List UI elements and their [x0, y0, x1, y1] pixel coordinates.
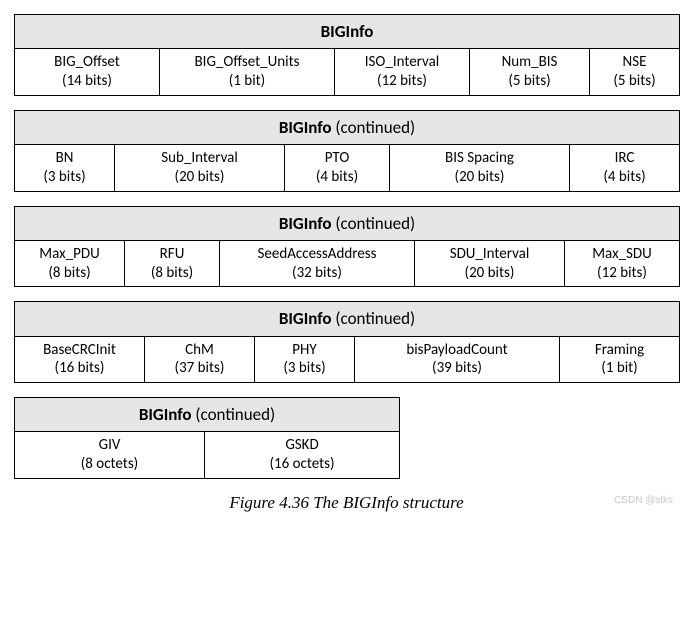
- field-size: (12 bits): [597, 264, 647, 282]
- biginfo-table-0: BIGInfoBIG_Offset(14 bits)BIG_Offset_Uni…: [14, 14, 680, 96]
- field-name: PHY: [292, 341, 316, 359]
- table-header: BIGInfo (continued): [15, 398, 400, 432]
- field-name: BIS Spacing: [445, 149, 514, 167]
- field-name: Sub_Interval: [161, 149, 238, 167]
- field-cell: PTO(4 bits): [285, 145, 390, 192]
- table-header: BIGInfo (continued): [15, 206, 680, 240]
- field-name: ISO_Interval: [365, 53, 439, 71]
- field-cell: GSKD(16 octets): [205, 432, 400, 479]
- field-size: (8 octets): [81, 455, 138, 473]
- header-main-text: BIGInfo: [279, 117, 332, 138]
- field-cell: BN(3 bits): [15, 145, 115, 192]
- field-name: IRC: [615, 149, 635, 167]
- field-name: BaseCRCInit: [43, 341, 116, 359]
- field-cell: bisPayloadCount(39 bits): [355, 336, 560, 383]
- table-header: BIGInfo (continued): [15, 110, 680, 144]
- field-name: bisPayloadCount: [406, 341, 507, 359]
- field-cell: Framing(1 bit): [560, 336, 680, 383]
- field-cell: BIG_Offset_Units(1 bit): [160, 49, 335, 96]
- field-size: (4 bits): [603, 168, 645, 186]
- field-size: (8 bits): [48, 264, 90, 282]
- field-size: (5 bits): [613, 72, 655, 90]
- biginfo-table-3: BIGInfo (continued)BaseCRCInit(16 bits)C…: [14, 301, 680, 383]
- header-main-text: BIGInfo: [279, 308, 332, 329]
- field-size: (5 bits): [508, 72, 550, 90]
- field-size: (32 bits): [292, 264, 342, 282]
- biginfo-table-2: BIGInfo (continued)Max_PDU(8 bits)RFU(8 …: [14, 206, 680, 288]
- field-size: (20 bits): [455, 168, 505, 186]
- watermark-text: CSDN @stks: [14, 495, 679, 506]
- field-cell: Max_PDU(8 bits): [15, 240, 125, 287]
- field-cell: Sub_Interval(20 bits): [115, 145, 285, 192]
- field-cell: IRC(4 bits): [570, 145, 680, 192]
- field-name: Max_SDU: [592, 245, 652, 263]
- field-name: Num_BIS: [502, 53, 558, 71]
- field-size: (4 bits): [316, 168, 358, 186]
- field-size: (3 bits): [43, 168, 85, 186]
- header-main-text: BIGInfo: [279, 213, 332, 234]
- field-size: (1 bit): [601, 359, 637, 377]
- field-size: (20 bits): [175, 168, 225, 186]
- field-size: (1 bit): [229, 72, 265, 90]
- field-cell: Num_BIS(5 bits): [470, 49, 590, 96]
- field-name: GSKD: [285, 436, 318, 454]
- biginfo-table-1: BIGInfo (continued)BN(3 bits)Sub_Interva…: [14, 110, 680, 192]
- field-name: ChM: [185, 341, 214, 359]
- biginfo-table-4: BIGInfo (continued)GIV(8 octets)GSKD(16 …: [14, 397, 400, 479]
- field-size: (37 bits): [175, 359, 225, 377]
- field-name: SDU_Interval: [450, 245, 530, 263]
- field-size: (16 octets): [269, 455, 334, 473]
- field-size: (20 bits): [465, 264, 515, 282]
- field-cell: ISO_Interval(12 bits): [335, 49, 470, 96]
- field-cell: ChM(37 bits): [145, 336, 255, 383]
- header-continued-text: (continued): [332, 117, 416, 138]
- field-name: NSE: [623, 53, 647, 71]
- field-cell: BIS Spacing(20 bits): [390, 145, 570, 192]
- field-cell: GIV(8 octets): [15, 432, 205, 479]
- field-cell: SDU_Interval(20 bits): [415, 240, 565, 287]
- field-name: RFU: [160, 245, 185, 263]
- header-continued-text: (continued): [332, 213, 416, 234]
- field-name: Framing: [595, 341, 644, 359]
- field-name: GIV: [99, 436, 121, 454]
- field-name: BIG_Offset_Units: [195, 53, 300, 71]
- field-cell: PHY(3 bits): [255, 336, 355, 383]
- field-cell: RFU(8 bits): [125, 240, 220, 287]
- field-cell: BaseCRCInit(16 bits): [15, 336, 145, 383]
- field-name: PTO: [325, 149, 350, 167]
- table-header: BIGInfo (continued): [15, 302, 680, 336]
- field-cell: NSE(5 bits): [590, 49, 680, 96]
- field-cell: BIG_Offset(14 bits): [15, 49, 160, 96]
- field-cell: Max_SDU(12 bits): [565, 240, 680, 287]
- table-header: BIGInfo: [15, 15, 680, 49]
- field-size: (16 bits): [55, 359, 105, 377]
- field-cell: SeedAccessAddress(32 bits): [220, 240, 415, 287]
- field-size: (12 bits): [377, 72, 427, 90]
- field-size: (14 bits): [62, 72, 112, 90]
- header-continued-text: (continued): [192, 404, 276, 425]
- field-name: Max_PDU: [39, 245, 99, 263]
- field-name: BN: [56, 149, 74, 167]
- field-size: (3 bits): [283, 359, 325, 377]
- field-name: BIG_Offset: [54, 53, 120, 71]
- field-name: SeedAccessAddress: [258, 245, 377, 263]
- header-continued-text: (continued): [332, 308, 416, 329]
- field-size: (8 bits): [151, 264, 193, 282]
- header-main-text: BIGInfo: [321, 21, 374, 42]
- header-main-text: BIGInfo: [139, 404, 192, 425]
- field-size: (39 bits): [432, 359, 482, 377]
